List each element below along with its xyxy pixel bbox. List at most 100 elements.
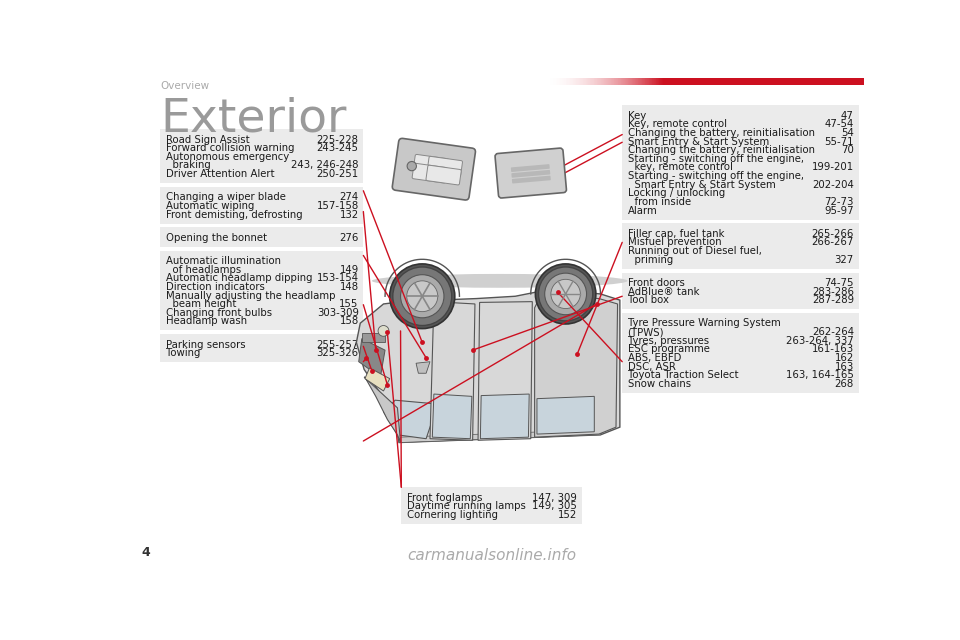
Text: 149: 149 <box>340 265 359 275</box>
Text: 163, 164-165: 163, 164-165 <box>786 370 854 380</box>
Text: Smart Entry & Start System: Smart Entry & Start System <box>628 180 776 189</box>
Text: braking: braking <box>166 161 210 170</box>
Text: 157-158: 157-158 <box>317 201 359 211</box>
Text: 225-228: 225-228 <box>317 134 359 145</box>
Text: Exterior: Exterior <box>160 96 347 141</box>
Circle shape <box>407 161 417 171</box>
Text: of headlamps: of headlamps <box>166 265 241 275</box>
Text: Front demisting, defrosting: Front demisting, defrosting <box>166 209 302 220</box>
Polygon shape <box>430 301 475 440</box>
Text: 149, 305: 149, 305 <box>533 501 577 511</box>
Text: Tool box: Tool box <box>628 295 668 305</box>
Text: Automatic headlamp dipping: Automatic headlamp dipping <box>166 273 312 284</box>
Bar <box>362 333 385 342</box>
Polygon shape <box>359 339 385 377</box>
Text: 250-251: 250-251 <box>317 169 359 179</box>
Text: 4: 4 <box>142 546 151 559</box>
Circle shape <box>536 264 596 324</box>
Circle shape <box>393 267 452 326</box>
Polygon shape <box>535 296 617 437</box>
Text: Changing the battery, reinitialisation: Changing the battery, reinitialisation <box>628 145 815 155</box>
Text: Running out of Diesel fuel,: Running out of Diesel fuel, <box>628 246 761 256</box>
Text: 265-266: 265-266 <box>811 228 854 239</box>
FancyBboxPatch shape <box>393 138 475 200</box>
Bar <box>401 487 582 524</box>
Polygon shape <box>416 362 430 373</box>
Text: 161-163: 161-163 <box>812 344 854 355</box>
Text: Opening the bonnet: Opening the bonnet <box>166 233 267 243</box>
Text: Changing a wiper blade: Changing a wiper blade <box>166 192 286 202</box>
Polygon shape <box>432 394 472 438</box>
FancyBboxPatch shape <box>495 148 566 198</box>
FancyBboxPatch shape <box>427 156 463 176</box>
Text: Manually adjusting the headlamp: Manually adjusting the headlamp <box>166 291 335 301</box>
Text: ABS, EBFD: ABS, EBFD <box>628 353 681 363</box>
Text: 276: 276 <box>339 233 359 243</box>
Text: Starting - switching off the engine,: Starting - switching off the engine, <box>628 171 804 181</box>
Text: 155: 155 <box>339 299 359 309</box>
Text: 263-264, 337: 263-264, 337 <box>786 335 854 346</box>
Text: 147, 309: 147, 309 <box>533 493 577 502</box>
Text: 274: 274 <box>340 192 359 202</box>
Text: beam height: beam height <box>166 299 236 309</box>
Bar <box>622 106 858 220</box>
Text: Locking / unlocking: Locking / unlocking <box>628 188 725 198</box>
Text: 152: 152 <box>558 510 577 520</box>
Polygon shape <box>537 396 594 434</box>
Bar <box>622 223 858 269</box>
Text: 327: 327 <box>834 255 854 265</box>
Circle shape <box>407 281 438 312</box>
Text: (TPWS): (TPWS) <box>628 327 664 337</box>
Text: Parking sensors: Parking sensors <box>166 340 246 349</box>
Polygon shape <box>399 429 605 442</box>
Polygon shape <box>356 291 620 442</box>
FancyBboxPatch shape <box>414 154 448 174</box>
Text: Overview: Overview <box>160 81 209 92</box>
FancyBboxPatch shape <box>426 165 461 185</box>
Polygon shape <box>364 377 400 442</box>
Bar <box>160 129 363 183</box>
Text: Autonomous emergency: Autonomous emergency <box>166 152 289 162</box>
Text: 199-201: 199-201 <box>812 163 854 172</box>
Text: key, remote control: key, remote control <box>628 163 732 172</box>
Text: 153-154: 153-154 <box>317 273 359 284</box>
Text: 148: 148 <box>340 282 359 292</box>
Text: ESC programme: ESC programme <box>628 344 709 355</box>
Text: 95-97: 95-97 <box>825 205 854 216</box>
Text: from inside: from inside <box>628 197 691 207</box>
Text: 243, 246-248: 243, 246-248 <box>291 161 359 170</box>
Text: Automatic illumination: Automatic illumination <box>166 256 280 266</box>
Text: Smart Entry & Start System: Smart Entry & Start System <box>628 136 769 147</box>
Text: Toyota Traction Select: Toyota Traction Select <box>628 370 738 380</box>
Circle shape <box>378 326 389 336</box>
Bar <box>160 227 363 247</box>
Text: 287-289: 287-289 <box>812 295 854 305</box>
Text: Headlamp wash: Headlamp wash <box>166 316 247 326</box>
Text: Key, remote control: Key, remote control <box>628 119 727 129</box>
Text: 243-245: 243-245 <box>317 143 359 153</box>
Text: 202-204: 202-204 <box>812 180 854 189</box>
Bar <box>622 273 858 309</box>
Bar <box>160 334 363 362</box>
Text: Starting - switching off the engine,: Starting - switching off the engine, <box>628 154 804 164</box>
Bar <box>160 251 363 330</box>
Text: 283-286: 283-286 <box>812 287 854 296</box>
Polygon shape <box>478 301 532 440</box>
Text: 268: 268 <box>834 379 854 388</box>
Text: priming: priming <box>628 255 673 265</box>
Text: 255-257: 255-257 <box>317 340 359 349</box>
Text: Snow chains: Snow chains <box>628 379 691 388</box>
Text: 47-54: 47-54 <box>825 119 854 129</box>
Text: Automatic wiping: Automatic wiping <box>166 201 254 211</box>
Text: carmanualsonline.info: carmanualsonline.info <box>407 548 577 563</box>
Text: 72-73: 72-73 <box>825 197 854 207</box>
Ellipse shape <box>372 274 628 288</box>
Text: Cornering lighting: Cornering lighting <box>407 510 497 520</box>
Text: Tyres, pressures: Tyres, pressures <box>628 335 708 346</box>
Text: Misfuel prevention: Misfuel prevention <box>628 237 721 248</box>
Text: 47: 47 <box>841 111 854 121</box>
Text: 55-71: 55-71 <box>825 136 854 147</box>
Text: Driver Attention Alert: Driver Attention Alert <box>166 169 275 179</box>
Circle shape <box>390 264 455 328</box>
Text: Changing the battery, reinitialisation: Changing the battery, reinitialisation <box>628 128 815 138</box>
